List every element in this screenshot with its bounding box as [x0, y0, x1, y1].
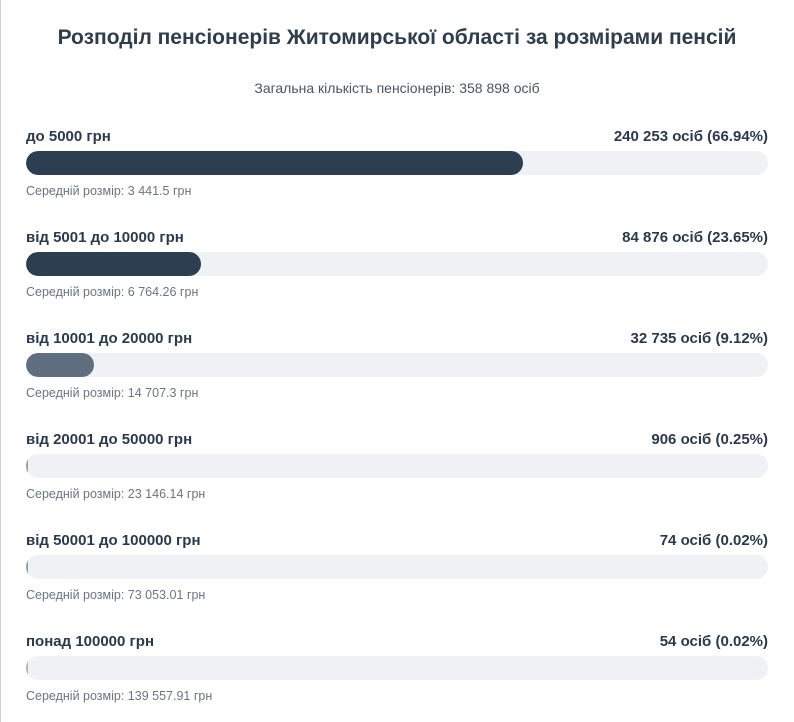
count-label: 240 253 осіб (66.94%) — [613, 127, 768, 145]
chart-title: Розподіл пенсіонерів Житомирської област… — [57, 26, 737, 49]
bar-track — [26, 454, 768, 478]
left-border — [0, 0, 1, 722]
bar-row: до 5000 грн 240 253 осіб (66.94%) Середній… — [26, 126, 768, 206]
count-label: 32 735 осіб (9.12%) — [630, 329, 768, 347]
category-label: від 20001 до 50000 грн — [26, 430, 193, 448]
bar-row-header: понад 100000 грн 54 осіб (0.02%) — [26, 631, 768, 651]
chart-subtitle: Загальна кількість пенсіонерів: 358 898 … — [254, 80, 540, 96]
bar-track — [26, 353, 768, 377]
average-label: Середній розмір: 139 557.91 грн — [26, 689, 213, 703]
category-label: від 5001 до 10000 грн — [26, 228, 184, 246]
count-label: 54 осіб (0.02%) — [659, 632, 768, 650]
bar-fill — [26, 656, 28, 680]
bar-row: від 20001 до 50000 грн 906 осіб (0.25%) Се… — [26, 429, 768, 509]
bar-fill — [26, 151, 523, 175]
bar-fill — [26, 454, 28, 478]
bar-row-header: від 10001 до 20000 грн 32 735 осіб (9.12%… — [26, 328, 768, 348]
bar-fill — [26, 353, 94, 377]
bar-row-header: від 50001 до 100000 грн 74 осіб (0.02%) — [26, 530, 768, 550]
category-label: від 50001 до 100000 грн — [26, 531, 201, 549]
category-label: від 10001 до 20000 грн — [26, 329, 193, 347]
bar-row: понад 100000 грн 54 осіб (0.02%) Середній … — [26, 631, 768, 711]
bar-track — [26, 656, 768, 680]
bar-row-header: від 5001 до 10000 грн 84 876 осіб (23.65%… — [26, 227, 768, 247]
bar-track — [26, 555, 768, 579]
bar-row: від 5001 до 10000 грн 84 876 осіб (23.65%… — [26, 227, 768, 307]
average-label: Середній розмір: 14 707.3 грн — [26, 386, 199, 400]
bar-fill — [26, 252, 202, 276]
average-label: Середній розмір: 73 053.01 грн — [26, 588, 206, 602]
average-label: Середній розмір: 23 146.14 грн — [26, 487, 206, 501]
count-label: 84 876 осіб (23.65%) — [622, 228, 768, 246]
category-label: понад 100000 грн — [26, 632, 155, 650]
bar-row: від 10001 до 20000 грн 32 735 осіб (9.12%… — [26, 328, 768, 408]
bar-row-header: від 20001 до 50000 грн 906 осіб (0.25%) — [26, 429, 768, 449]
average-label: Середній розмір: 3 441.5 грн — [26, 184, 192, 198]
bar-fill — [26, 555, 28, 579]
bar-track — [26, 151, 768, 175]
average-label: Середній розмір: 6 764.26 грн — [26, 285, 199, 299]
category-label: до 5000 грн — [26, 127, 111, 145]
count-label: 74 осіб (0.02%) — [659, 531, 768, 549]
bar-row-header: до 5000 грн 240 253 осіб (66.94%) — [26, 126, 768, 146]
bar-row: від 50001 до 100000 грн 74 осіб (0.02%) Се… — [26, 530, 768, 610]
bar-track — [26, 252, 768, 276]
count-label: 906 осіб (0.25%) — [651, 430, 768, 448]
